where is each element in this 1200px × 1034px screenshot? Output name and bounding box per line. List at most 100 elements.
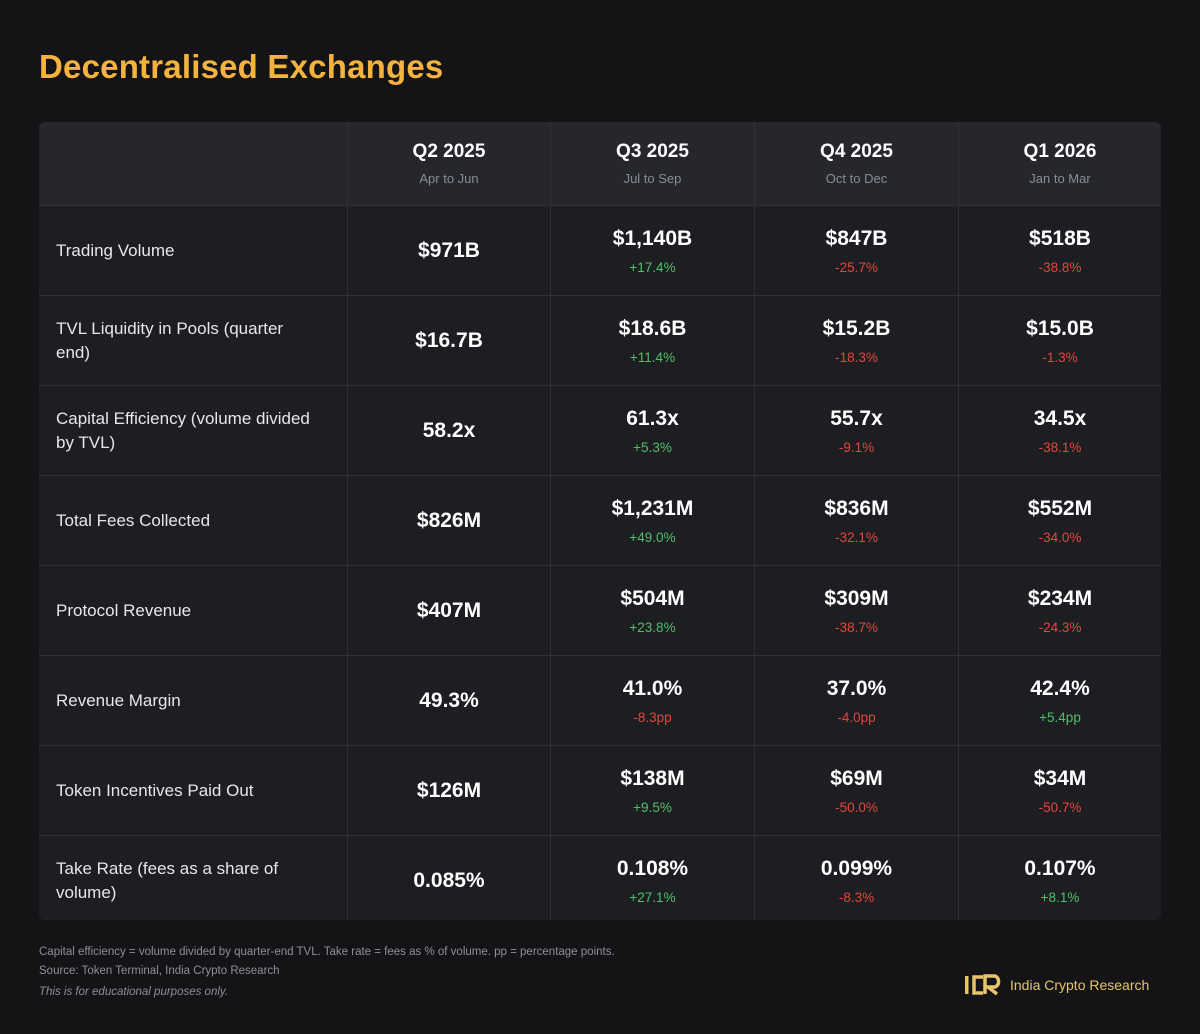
value-cell: $15.0B -1.3% bbox=[958, 296, 1161, 385]
metric-value: 0.099% bbox=[820, 856, 893, 880]
metric-value: $552M bbox=[1027, 496, 1093, 520]
metrics-table: Q2 2025 Apr to Jun Q3 2025 Jul to Sep Q4… bbox=[39, 122, 1161, 920]
value-cell: $234M -24.3% bbox=[958, 566, 1161, 655]
change-value: -8.3% bbox=[838, 889, 875, 905]
metric-value: $15.2B bbox=[822, 316, 891, 340]
table-header: Q2 2025 Apr to Jun Q3 2025 Jul to Sep Q4… bbox=[39, 122, 1161, 205]
value-cell: 58.2x bbox=[347, 386, 550, 475]
metric-value: 49.3% bbox=[419, 688, 479, 712]
table-row: Protocol Revenue $407M $504M +23.8% $309M -38… bbox=[39, 565, 1161, 655]
value-cell: $1,140B +17.4% bbox=[550, 206, 754, 295]
metric-value: $69M bbox=[830, 766, 883, 790]
metric-value: 34.5x bbox=[1033, 406, 1087, 430]
table-row: Capital Efficiency (volume divided by TV… bbox=[39, 385, 1161, 475]
change-value: +17.4% bbox=[629, 259, 676, 275]
metric-label: Take Rate (fees as a share of volume) bbox=[56, 858, 279, 902]
value-cell: $18.6B +11.4% bbox=[550, 296, 754, 385]
metric-value: 42.4% bbox=[1030, 676, 1090, 700]
metric-value: 55.7x bbox=[830, 406, 883, 430]
metric-label: Token Incentives Paid Out bbox=[56, 780, 254, 800]
footnote-definitions: Capital efficiency = volume divided by q… bbox=[39, 946, 615, 958]
metric-value: $15.0B bbox=[1026, 316, 1094, 340]
table-row: Trading Volume $971B $1,140B +17.4% $847B -25… bbox=[39, 205, 1161, 295]
header-col-q3-2025: Q3 2025 Jul to Sep bbox=[550, 122, 754, 205]
metric-value: $126M bbox=[416, 778, 482, 802]
value-cell: 0.085% bbox=[347, 836, 550, 920]
value-cell: 37.0% -4.0pp bbox=[754, 656, 958, 745]
metric-label: Capital Efficiency (volume divided by TV… bbox=[56, 408, 310, 452]
metric-value: $407M bbox=[416, 598, 482, 622]
metric-cell: Take Rate (fees as a share of volume) bbox=[39, 836, 347, 920]
metric-label: Total Fees Collected bbox=[56, 510, 211, 530]
change-value: -8.3pp bbox=[633, 709, 672, 725]
metric-cell: TVL Liquidity in Pools (quarter end) bbox=[39, 296, 347, 385]
metric-cell: Trading Volume bbox=[39, 206, 347, 295]
value-cell: $407M bbox=[347, 566, 550, 655]
value-cell: $504M +23.8% bbox=[550, 566, 754, 655]
change-value: +49.0% bbox=[629, 529, 676, 545]
change-value: -32.1% bbox=[835, 529, 878, 545]
header-col-q2-2025: Q2 2025 Apr to Jun bbox=[347, 122, 550, 205]
metric-cell: Protocol Revenue bbox=[39, 566, 347, 655]
table-row: Token Incentives Paid Out $126M $138M +9.5%… bbox=[39, 745, 1161, 835]
change-value: -25.7% bbox=[835, 259, 878, 275]
value-cell: $826M bbox=[347, 476, 550, 565]
change-value: +5.3% bbox=[633, 439, 672, 455]
metric-value: $18.6B bbox=[618, 316, 687, 340]
metric-label: Revenue Margin bbox=[56, 690, 181, 710]
metric-value: $16.7B bbox=[415, 328, 483, 352]
footnotes: Capital efficiency = volume divided by q… bbox=[39, 943, 615, 1002]
metric-cell: Token Incentives Paid Out bbox=[39, 746, 347, 835]
metric-value: 0.107% bbox=[1024, 856, 1096, 880]
metric-value: $971B bbox=[418, 238, 480, 262]
metric-value: $309M bbox=[824, 586, 889, 610]
metric-value: $138M bbox=[620, 766, 685, 790]
header-col-q4-2025: Q4 2025 Oct to Dec bbox=[754, 122, 958, 205]
metric-value: 37.0% bbox=[826, 676, 887, 700]
footnote-source: Source: Token Terminal, India Crypto Res… bbox=[39, 965, 280, 977]
metric-value: 41.0% bbox=[622, 676, 683, 700]
table-row: Total Fees Collected $826M $1,231M +49.0% $8… bbox=[39, 475, 1161, 565]
page-title: Decentralised Exchanges bbox=[39, 48, 444, 85]
metric-value: $34M bbox=[1033, 766, 1087, 790]
metric-value: $1,140B bbox=[612, 226, 693, 250]
value-cell: 41.0% -8.3pp bbox=[550, 656, 754, 745]
change-value: +5.4pp bbox=[1039, 709, 1081, 725]
column-quarter: Q4 2025 bbox=[820, 141, 893, 162]
column-range: Oct to Dec bbox=[825, 171, 888, 186]
header-blank-cell bbox=[39, 122, 347, 205]
value-cell: 34.5x -38.1% bbox=[958, 386, 1161, 475]
table-body: Trading Volume $971B $1,140B +17.4% $847B -25… bbox=[39, 205, 1161, 920]
value-cell: $971B bbox=[347, 206, 550, 295]
metric-cell: Capital Efficiency (volume divided by TV… bbox=[39, 386, 347, 475]
metric-label: TVL Liquidity in Pools (quarter end) bbox=[56, 318, 284, 362]
metric-value: 61.3x bbox=[626, 406, 679, 430]
brand-name: India Crypto Research bbox=[1010, 977, 1150, 993]
change-value: -34.0% bbox=[1038, 529, 1082, 545]
value-cell: $126M bbox=[347, 746, 550, 835]
column-range: Apr to Jun bbox=[419, 171, 479, 186]
value-cell: $69M -50.0% bbox=[754, 746, 958, 835]
change-value: -4.0pp bbox=[837, 709, 876, 725]
metric-value: $847B bbox=[825, 226, 888, 250]
metric-value: 0.108% bbox=[616, 856, 689, 880]
change-value: +9.5% bbox=[633, 799, 672, 815]
value-cell: 0.107% +8.1% bbox=[958, 836, 1161, 920]
column-quarter: Q2 2025 bbox=[412, 141, 486, 162]
value-cell: 61.3x +5.3% bbox=[550, 386, 754, 475]
metric-value: 0.085% bbox=[413, 868, 485, 892]
change-value: -50.0% bbox=[835, 799, 878, 815]
metric-value: $826M bbox=[416, 508, 482, 532]
table-row: Revenue Margin 49.3% 41.0% -8.3pp 37.0% -4.0p… bbox=[39, 655, 1161, 745]
change-value: -9.1% bbox=[838, 439, 875, 455]
metric-value: 58.2x bbox=[422, 418, 476, 442]
column-quarter: Q3 2025 bbox=[616, 141, 689, 162]
value-cell: $16.7B bbox=[347, 296, 550, 385]
change-value: +23.8% bbox=[629, 619, 676, 635]
metric-label: Trading Volume bbox=[56, 240, 175, 260]
metric-label: Protocol Revenue bbox=[56, 600, 192, 620]
value-cell: $552M -34.0% bbox=[958, 476, 1161, 565]
value-cell: $1,231M +49.0% bbox=[550, 476, 754, 565]
value-cell: 49.3% bbox=[347, 656, 550, 745]
table-row: TVL Liquidity in Pools (quarter end) $16.… bbox=[39, 295, 1161, 385]
